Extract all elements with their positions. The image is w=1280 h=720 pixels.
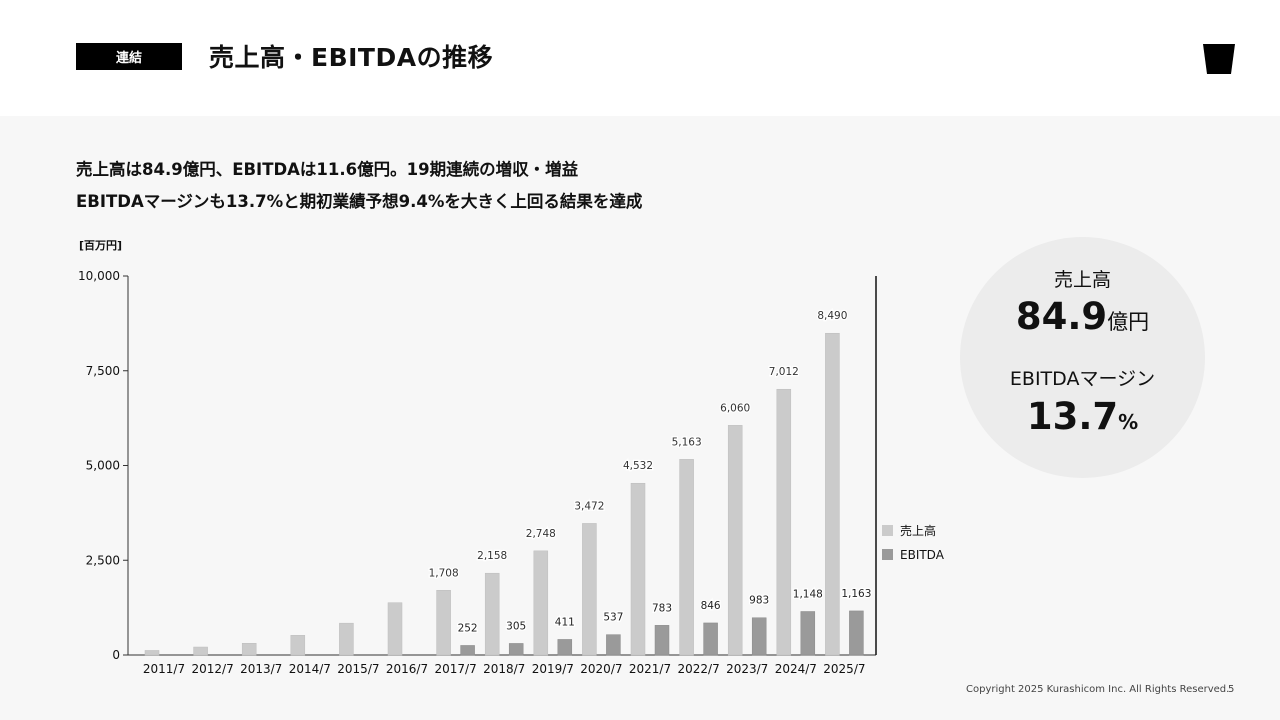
sales-summary-unit: 億円 (1107, 310, 1150, 334)
sales-bar (290, 635, 306, 656)
legend-swatch-ebitda (882, 549, 893, 560)
legend-swatch-sales (882, 525, 893, 536)
ebitda-data-label: 537 (603, 612, 623, 624)
y-tick-label: 5,000 (86, 459, 120, 473)
y-tick-label: 2,500 (86, 553, 120, 567)
sales-bar (436, 590, 451, 656)
x-tick-label: 2013/7 (240, 662, 282, 676)
sales-bar (193, 646, 208, 656)
ebitda-bar (460, 645, 475, 656)
margin-summary-label: EBITDAマージン (1009, 368, 1156, 390)
sales-bar (727, 425, 743, 656)
sales-data-label: 4,532 (623, 460, 653, 472)
x-tick-label: 2018/7 (483, 662, 525, 676)
cup-logo-icon (1203, 44, 1235, 74)
copyright-text: Copyright 2025 Kurashicom Inc. All Right… (966, 684, 1230, 695)
sales-summary-label: 売上高 (1053, 269, 1111, 291)
x-tick-label: 2016/7 (386, 662, 428, 676)
x-tick-label: 2019/7 (532, 662, 574, 676)
sales-bar (144, 650, 160, 656)
ebitda-data-label: 846 (701, 600, 721, 612)
ebitda-data-label: 983 (749, 595, 769, 607)
sales-bar (825, 332, 840, 656)
ebitda-bar (751, 617, 767, 656)
sales-bar (630, 482, 646, 656)
sales-bar (387, 602, 403, 656)
x-tick-label: 2024/7 (775, 662, 817, 676)
sales-data-label: 2,748 (526, 528, 556, 540)
x-tick-label: 2012/7 (191, 662, 233, 676)
legend-label-ebitda: EBITDA (900, 548, 945, 562)
x-tick-label: 2021/7 (629, 662, 671, 676)
sales-data-label: 6,060 (720, 402, 750, 414)
sales-bar (533, 550, 549, 656)
ebitda-data-label: 783 (652, 602, 672, 614)
page-number: 5 (1228, 684, 1235, 695)
sales-summary-value: 84.9 (1015, 295, 1108, 338)
x-tick-label: 2011/7 (143, 662, 185, 676)
sales-summary-value-group: 84.9億円 (960, 295, 1205, 338)
sales-data-label: 1,708 (429, 567, 459, 579)
x-tick-label: 2015/7 (337, 662, 379, 676)
ebitda-bar (606, 634, 621, 656)
ebitda-bar (703, 622, 718, 656)
y-tick-label: 7,500 (86, 364, 120, 378)
sales-bar (484, 572, 500, 656)
x-tick-label: 2020/7 (580, 662, 622, 676)
ebitda-data-label: 1,163 (841, 588, 871, 600)
x-tick-label: 2025/7 (823, 662, 865, 676)
lead-text-line2: EBITDAマージンも13.7%と期初業績予想9.4%を大きく上回る結果を達成 (76, 192, 643, 211)
header: 連結 売上高・EBITDAの推移 (0, 0, 1280, 116)
sales-data-label: 2,158 (477, 550, 507, 562)
sales-data-label: 5,163 (672, 436, 702, 448)
ebitda-bar (654, 625, 670, 656)
ebitda-data-label: 1,148 (793, 588, 823, 600)
sales-data-label: 7,012 (769, 366, 799, 378)
consolidated-tag: 連結 (76, 43, 182, 70)
y-tick-label: 0 (112, 648, 120, 662)
summary-circle: 売上高 84.9億円 EBITDAマージン 13.7% (960, 237, 1205, 478)
y-axis-unit-label: [百万円] (79, 239, 122, 252)
ebitda-bar (849, 610, 864, 656)
lead-text-line1: 売上高は84.9億円、EBITDAは11.6億円。19期連続の増収・増益 (76, 160, 579, 179)
ebitda-data-label: 252 (458, 622, 478, 634)
x-tick-label: 2014/7 (289, 662, 331, 676)
sales-bar (776, 388, 792, 656)
sales-bar (582, 523, 597, 656)
x-tick-label: 2022/7 (677, 662, 719, 676)
page-title: 売上高・EBITDAの推移 (209, 43, 494, 72)
sales-data-label: 3,472 (574, 500, 604, 512)
sales-bar (339, 622, 354, 656)
margin-summary-value-group: 13.7% (960, 395, 1205, 438)
margin-summary-value: 13.7 (1026, 395, 1119, 438)
sales-bar (241, 643, 257, 656)
x-tick-label: 2023/7 (726, 662, 768, 676)
x-tick-label: 2017/7 (434, 662, 476, 676)
y-tick-label: 10,000 (78, 269, 120, 283)
ebitda-bar (508, 643, 524, 656)
ebitda-data-label: 411 (555, 616, 575, 628)
ebitda-bar (800, 611, 816, 656)
ebitda-data-label: 305 (506, 620, 526, 632)
sales-bar (679, 459, 694, 656)
legend-label-sales: 売上高 (900, 523, 936, 538)
sales-data-label: 8,490 (817, 310, 847, 322)
ebitda-bar (557, 639, 573, 656)
margin-summary-unit: % (1118, 410, 1139, 434)
